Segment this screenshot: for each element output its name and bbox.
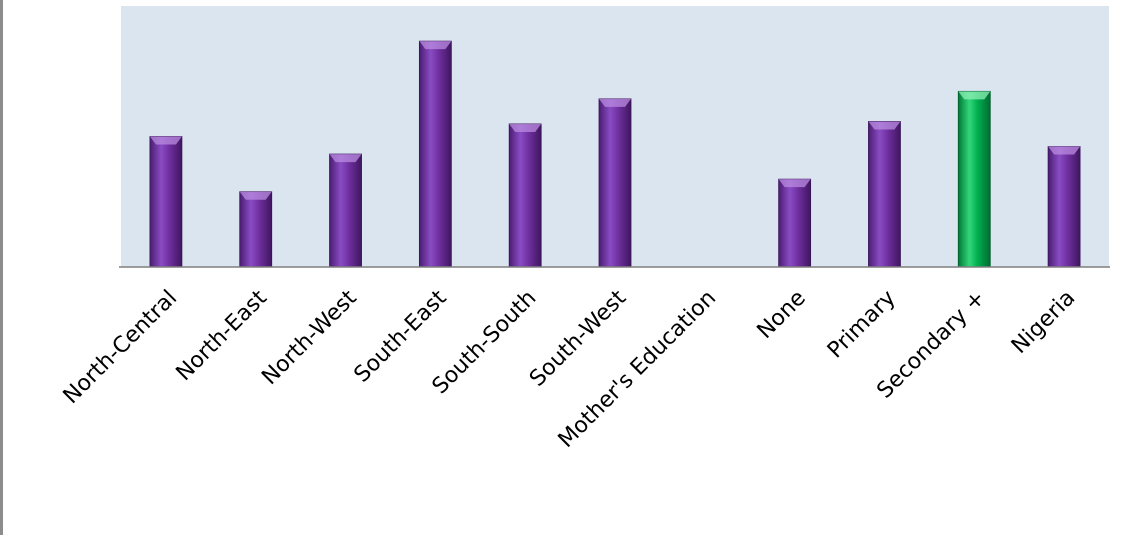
- tick-label-north-east: North-East: [172, 285, 273, 386]
- bar-north-east: [239, 191, 273, 268]
- bar-south-west: [598, 98, 632, 268]
- bar-south-east: [418, 40, 452, 268]
- left-border-line: [0, 0, 3, 535]
- tick-label-none: None: [753, 286, 811, 344]
- bar-primary: [868, 121, 901, 268]
- tick-label-nigeria: Nigeria: [1007, 286, 1080, 359]
- bar-nigeria: [1047, 146, 1081, 268]
- tick-label-north-central: North-Central: [59, 286, 182, 409]
- tick-label-primary: Primary: [823, 286, 901, 364]
- bar-secondary: [957, 90, 991, 268]
- bar-south-south: [508, 123, 542, 268]
- tick-label-north-west: North-West: [257, 285, 362, 390]
- bar-north-west: [329, 153, 362, 268]
- bar-north-central: [149, 136, 183, 268]
- bar-none: [778, 178, 812, 268]
- tick-label-mother-s-education: Mother's Education: [554, 286, 721, 453]
